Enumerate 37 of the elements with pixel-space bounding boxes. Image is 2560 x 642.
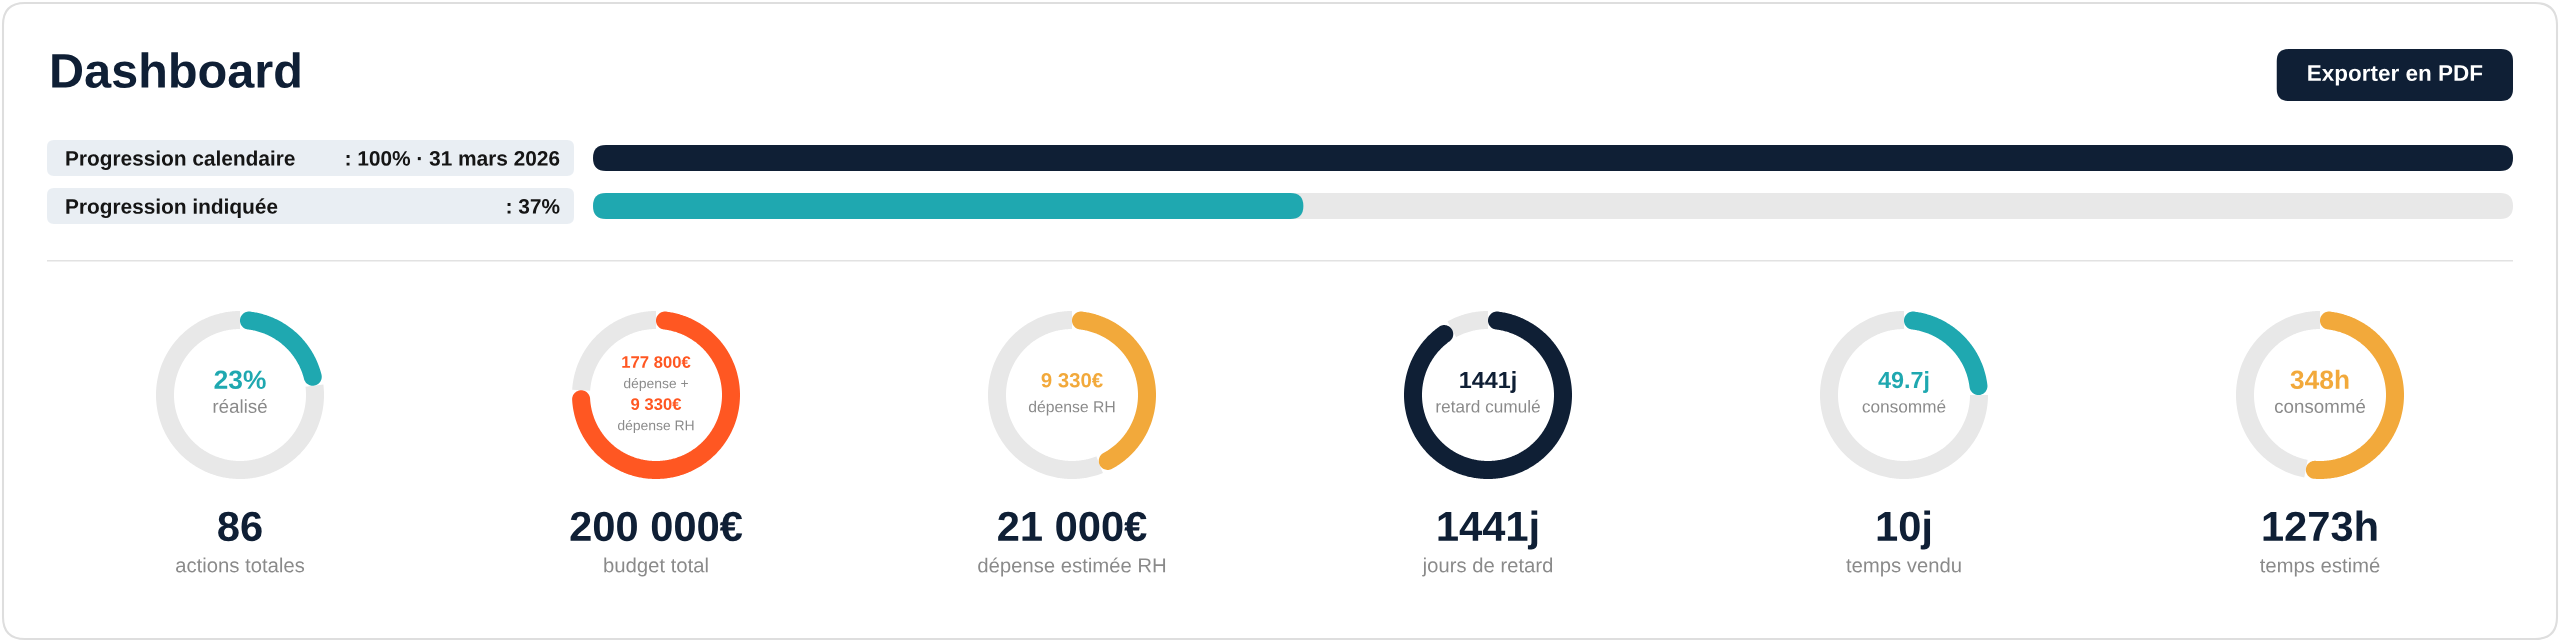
donut-slice: [156, 311, 324, 479]
text: 9 330€: [1041, 373, 1103, 388]
text: 1273h: [2263, 510, 2377, 542]
text: 1441j: [1438, 510, 1538, 550]
donut-slice: [1820, 311, 1988, 479]
text: dépense estimée RH: [978, 557, 1166, 577]
text: 200 000€: [570, 511, 743, 542]
text: retard cumulé: [1436, 399, 1540, 413]
text: 10j: [1877, 510, 1931, 550]
y-tick-label: Progression calendaire: [66, 150, 295, 170]
text: 86: [218, 511, 262, 542]
text: dépense RH: [617, 419, 694, 434]
text: 348h: [2290, 369, 2349, 390]
text: 21 000€: [998, 511, 1147, 542]
text: 23%: [214, 370, 266, 390]
data-label: : 37%: [507, 199, 560, 214]
text: dépense RH: [1028, 400, 1115, 416]
donut-slice: [1404, 311, 1572, 479]
text: temps vendu: [1846, 557, 1961, 577]
text: consommé: [1862, 399, 1946, 413]
text: Exporter en PDF: [2308, 65, 2483, 86]
text: 177 800€: [622, 356, 691, 368]
text: Dashboard: [52, 52, 300, 89]
text: actions totales: [176, 557, 305, 573]
donut-slice: [572, 311, 740, 479]
text: 49.7j: [1878, 371, 1929, 393]
text: consommé: [2274, 399, 2366, 414]
text: temps estimé: [2260, 557, 2380, 577]
text: 1441j: [1460, 371, 1516, 393]
donut-slice: [1447, 311, 1488, 338]
text: réalisé: [213, 399, 267, 414]
data-label: : 100% · 31 mars 2026: [346, 151, 560, 166]
text: dépense +: [623, 377, 688, 392]
text: 9 330€: [631, 398, 682, 410]
text: budget total: [604, 557, 708, 577]
text: jours de retard: [1422, 557, 1553, 577]
y-tick-label: Progression indiquée: [66, 198, 278, 219]
